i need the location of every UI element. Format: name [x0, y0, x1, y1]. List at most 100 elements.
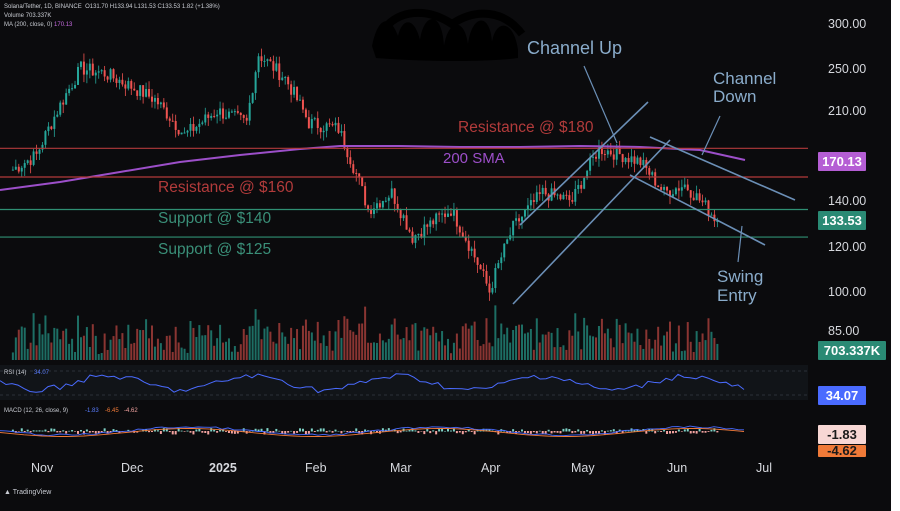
channel-down-label: Channel	[713, 69, 776, 88]
candle-body	[452, 209, 455, 216]
volume-bar	[535, 318, 538, 360]
macd-hist-bar	[23, 431, 26, 433]
volume-bar	[11, 352, 14, 360]
volume-bar	[615, 318, 618, 360]
candle-body	[615, 146, 618, 160]
volume-bar	[562, 345, 565, 360]
volume-bar	[337, 320, 340, 360]
candle-body	[574, 188, 577, 202]
volume-bar	[165, 335, 168, 360]
macd-hist-bar	[523, 431, 526, 433]
open-value: 131.70	[89, 4, 109, 10]
candle-body	[364, 186, 367, 206]
volume-bar	[695, 331, 698, 360]
macd-hist-bar	[654, 431, 657, 434]
candle-body	[621, 154, 624, 163]
volume-bar	[331, 350, 334, 360]
candle-body	[506, 239, 509, 244]
macd-hist-bar	[230, 431, 233, 434]
candle-body	[278, 63, 281, 81]
candle-body	[603, 154, 606, 156]
volume-bar	[230, 351, 233, 360]
candle-body	[136, 90, 139, 96]
volume-bar	[334, 331, 337, 360]
volume-bar	[77, 315, 79, 360]
month-label: Jul	[756, 461, 772, 475]
volume-bar	[669, 321, 671, 360]
candle-body	[663, 187, 666, 190]
tradingview-brand[interactable]: ▲ TradingView	[4, 489, 52, 496]
candle-body	[26, 160, 29, 164]
macd-hist-bar	[707, 431, 710, 432]
ma-value: 170.13	[54, 22, 73, 28]
volume-bar	[408, 340, 411, 360]
volume-bar	[671, 351, 674, 360]
volume-bar	[417, 350, 420, 360]
macd-hist-bar	[82, 431, 85, 435]
candle-body	[470, 248, 473, 251]
volume-bar	[381, 340, 384, 360]
candle-body	[595, 156, 597, 159]
volume-bar	[387, 338, 390, 360]
volume-bar	[115, 325, 118, 360]
candle-body	[287, 77, 290, 85]
candle-body	[242, 115, 245, 118]
volume-bar	[23, 327, 26, 360]
candle-body	[384, 200, 387, 202]
ma-header: MA (200, close, 0) 170.13	[4, 22, 73, 28]
volume-bar	[529, 328, 532, 360]
volume-bar	[606, 328, 609, 360]
volume-bar	[523, 333, 526, 360]
volume-bar	[384, 342, 387, 360]
macd-hist-bar	[358, 431, 361, 434]
price-tick: 210.00	[828, 104, 867, 118]
macd-hist-bar	[657, 430, 660, 432]
volume-bar	[296, 329, 299, 360]
macd-hist-bar	[254, 428, 257, 432]
month-label: Dec	[121, 461, 144, 475]
macd-hist-bar	[85, 429, 88, 432]
volume-bar	[174, 326, 177, 360]
candle-body	[225, 117, 227, 119]
candle-body	[476, 257, 479, 265]
volume-bar	[689, 341, 692, 360]
volume-bar	[701, 333, 704, 360]
candle-body	[115, 78, 118, 83]
candle-body	[544, 187, 547, 195]
candle-body	[660, 186, 663, 190]
macd-hist-bar	[219, 429, 222, 432]
macd-hist-bar	[275, 428, 278, 432]
month-label: Feb	[305, 461, 327, 475]
macd-hist-bar	[565, 428, 568, 432]
candle-body	[47, 126, 50, 132]
candle-body	[313, 118, 316, 120]
volume-bar	[109, 339, 112, 360]
candles-group	[11, 48, 719, 301]
candle-body	[503, 243, 506, 258]
macd-hist-bar	[577, 429, 580, 432]
candle-body	[222, 108, 225, 119]
candle-body	[17, 166, 20, 172]
macd-hist-bar	[35, 430, 38, 432]
macd-hist-bar	[559, 431, 562, 434]
candle-body	[556, 194, 559, 196]
candle-body	[586, 170, 589, 179]
macd-hist-bar	[162, 428, 165, 432]
macd-hist-bar	[521, 429, 523, 432]
volume-bar	[177, 342, 180, 360]
volume-bar	[441, 331, 444, 360]
volume-bar	[633, 341, 636, 360]
volume-bar	[532, 349, 535, 360]
macd-hist-bar	[426, 429, 429, 432]
candle-body	[349, 157, 352, 165]
candle-body	[310, 119, 313, 129]
volume-bar	[227, 338, 230, 360]
change-value: 1.82 (+1.38%)	[181, 4, 220, 10]
candle-body	[571, 200, 574, 202]
macd-hist-bar	[455, 431, 458, 434]
candle-body	[387, 197, 390, 201]
candle-body	[195, 126, 198, 131]
volume-bar	[278, 322, 281, 360]
volume-bar	[636, 328, 639, 360]
